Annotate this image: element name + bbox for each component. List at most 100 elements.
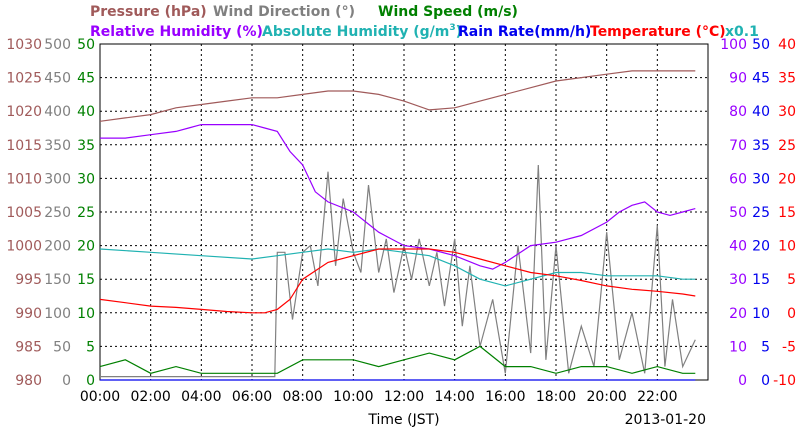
tick-label-pressure: 1000 — [6, 239, 42, 255]
x-tick-label: 10:00 — [333, 389, 373, 405]
date-label: 2013-01-20 — [625, 412, 706, 428]
tick-label-rh: 70 — [729, 138, 747, 154]
tick-label-wind-dir: 350 — [44, 138, 71, 154]
tick-label-wind-dir: 50 — [53, 339, 71, 355]
title-absolute-humidity: Absolute Humidity (g/m3) — [262, 23, 462, 40]
x-axis-label: Time (JST) — [367, 412, 439, 428]
tick-label-rh: 0 — [738, 373, 747, 389]
series-line-wind-speed — [99, 345, 696, 374]
title-wind-direction: Wind Direction (°) — [213, 4, 355, 20]
x-tick-label: 12:00 — [384, 389, 424, 405]
tick-label-rh: 90 — [729, 71, 747, 87]
x-tick-label: 14:00 — [434, 389, 474, 405]
tick-label-temp: 40 — [778, 37, 796, 53]
tick-label-rain: 30 — [752, 171, 770, 187]
title-absolute-humidity-close: ) — [456, 24, 462, 40]
tick-label-temp: -5 — [782, 339, 796, 355]
tick-label-pressure: 1020 — [6, 104, 42, 120]
tick-label-wind-speed: 30 — [77, 171, 95, 187]
tick-label-pressure: 1015 — [6, 138, 42, 154]
tick-label-rh: 40 — [729, 239, 747, 255]
tick-label-rain: 40 — [752, 104, 770, 120]
tick-label-pressure: 985 — [15, 339, 42, 355]
series-line-wind-dir — [100, 164, 696, 378]
tick-label-temp: 15 — [778, 205, 796, 221]
tick-label-pressure: 995 — [15, 272, 42, 288]
x-axis: 00:00 02:00 04:00 06:00 08:00 10:00 12:00 14:00… — [80, 389, 678, 405]
tick-label-pressure: 1025 — [6, 71, 42, 87]
tick-label-wind-dir: 400 — [44, 104, 71, 120]
tick-label-rh: 80 — [729, 104, 747, 120]
tick-label-wind-dir: 300 — [44, 171, 71, 187]
tick-label-temp: 20 — [778, 171, 796, 187]
tick-label-rain: 10 — [752, 306, 770, 322]
tick-label-temp: 35 — [778, 71, 796, 87]
series-line-temp — [99, 248, 696, 314]
title-wind-speed: Wind Speed (m/s) — [378, 4, 518, 20]
title-temperature: Temperature (°C) — [590, 24, 726, 40]
title-scale-note: x0.1 — [725, 24, 759, 40]
tick-label-wind-speed: 15 — [77, 272, 95, 288]
title-absolute-humidity-sup: 3 — [449, 23, 455, 33]
tick-label-pressure: 980 — [15, 373, 42, 389]
x-tick-label: 04:00 — [181, 389, 221, 405]
tick-label-rh: 100 — [720, 37, 747, 53]
tick-label-rain: 15 — [752, 272, 770, 288]
tick-label-temp: -10 — [773, 373, 796, 389]
tick-label-pressure: 1030 — [6, 37, 42, 53]
tick-label-rain: 35 — [752, 138, 770, 154]
x-tick-label: 20:00 — [586, 389, 626, 405]
tick-label-rain: 20 — [752, 239, 770, 255]
x-tick-label: 22:00 — [637, 389, 677, 405]
title-relative-humidity: Relative Humidity (%) — [90, 24, 263, 40]
right-axes: 1009080706050403020100504540353025201510… — [720, 37, 796, 389]
tick-label-pressure: 1010 — [6, 171, 42, 187]
tick-label-wind-dir: 100 — [44, 306, 71, 322]
tick-label-wind-dir: 500 — [44, 37, 71, 53]
tick-label-wind-dir: 450 — [44, 71, 71, 87]
x-tick-label: 02:00 — [130, 389, 170, 405]
tick-label-wind-speed: 20 — [77, 239, 95, 255]
tick-label-temp: 25 — [778, 138, 796, 154]
tick-label-temp: 5 — [787, 272, 796, 288]
tick-label-pressure: 990 — [15, 306, 42, 322]
tick-label-wind-speed: 35 — [77, 138, 95, 154]
tick-label-wind-speed: 40 — [77, 104, 95, 120]
x-tick-label: 18:00 — [536, 389, 576, 405]
tick-label-wind-speed: 5 — [86, 339, 95, 355]
tick-label-rh: 10 — [729, 339, 747, 355]
title-absolute-humidity-main: Absolute Humidity (g/m — [262, 24, 449, 40]
tick-label-wind-dir: 150 — [44, 272, 71, 288]
tick-label-wind-speed: 10 — [77, 306, 95, 322]
tick-label-wind-speed: 45 — [77, 71, 95, 87]
x-tick-label: 08:00 — [282, 389, 322, 405]
tick-label-wind-speed: 50 — [77, 37, 95, 53]
tick-label-wind-speed: 25 — [77, 205, 95, 221]
series-line-pressure — [99, 70, 696, 122]
series-layer — [99, 70, 696, 381]
series-line-rh — [100, 124, 696, 270]
series-line-wind-speed — [99, 248, 696, 287]
x-tick-label: 06:00 — [232, 389, 272, 405]
x-tick-label: 16:00 — [485, 389, 525, 405]
tick-label-rain: 25 — [752, 205, 770, 221]
tick-label-rh: 50 — [729, 205, 747, 221]
tick-label-wind-dir: 250 — [44, 205, 71, 221]
tick-label-wind-dir: 200 — [44, 239, 71, 255]
tick-label-wind-speed: 0 — [86, 373, 95, 389]
title-pressure: Pressure (hPa) — [90, 4, 207, 20]
tick-label-rain: 5 — [761, 339, 770, 355]
x-tick-label: 00:00 — [80, 389, 120, 405]
tick-label-temp: 10 — [778, 239, 796, 255]
tick-label-rh: 30 — [729, 272, 747, 288]
tick-label-pressure: 1005 — [6, 205, 42, 221]
tick-label-rain: 50 — [752, 37, 770, 53]
tick-label-temp: 30 — [778, 104, 796, 120]
tick-label-rain: 45 — [752, 71, 770, 87]
tick-label-rh: 20 — [729, 306, 747, 322]
tick-label-rain: 0 — [761, 373, 770, 389]
tick-label-temp: 0 — [787, 306, 796, 322]
grid-layer — [100, 44, 708, 380]
tick-label-rh: 60 — [729, 171, 747, 187]
